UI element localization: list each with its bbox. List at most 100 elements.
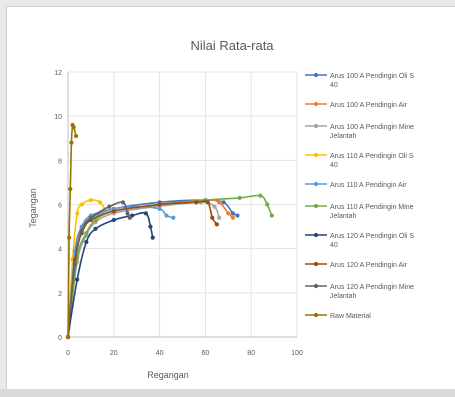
- legend-label: Arus 100 A Pendingin Oli S: [330, 73, 414, 80]
- series-7: [65, 211, 155, 340]
- data-point: [127, 215, 132, 220]
- y-tick-label: 6: [58, 203, 62, 210]
- data-point: [150, 235, 155, 240]
- data-point: [71, 125, 76, 130]
- data-point: [148, 224, 153, 229]
- y-tick-label: 4: [58, 247, 62, 254]
- data-point: [205, 200, 210, 205]
- data-point: [88, 197, 93, 203]
- y-axis-label: Tegangan: [28, 188, 38, 228]
- data-point: [107, 204, 112, 209]
- legend-swatch-marker: [313, 181, 319, 187]
- data-point: [157, 202, 162, 207]
- y-tick-label: 8: [58, 158, 62, 165]
- series-line: [67, 199, 238, 338]
- data-point: [67, 235, 72, 240]
- series-group: [65, 122, 274, 340]
- data-point: [235, 213, 240, 218]
- legend-label: Arus 120 A Pendingin Oli S: [330, 233, 414, 240]
- legend-swatch-marker: [313, 312, 319, 318]
- data-point: [143, 211, 148, 216]
- series-6: [65, 193, 274, 340]
- legend-item-4: Arus 110 A Pendingin Oli S 40: [305, 152, 414, 169]
- data-point: [226, 211, 231, 216]
- data-point: [120, 200, 126, 205]
- data-point: [97, 200, 103, 205]
- data-point: [73, 133, 79, 139]
- legend-item-2: Arus 100 A Pendingin Air: [305, 101, 408, 109]
- data-point: [157, 206, 162, 212]
- axes: 0 2 4 6 8 10 12 0 20 40 60 80 100: [54, 70, 303, 357]
- legend-label: 40: [330, 82, 338, 89]
- data-point: [230, 211, 235, 216]
- x-tick-label: 60: [202, 350, 210, 357]
- y-tick-label: 10: [54, 114, 62, 121]
- legend-swatch-marker: [313, 101, 319, 107]
- data-point: [194, 200, 199, 205]
- data-point: [75, 277, 80, 282]
- series-8: [65, 200, 219, 340]
- data-point: [269, 213, 274, 218]
- y-tick-label: 0: [58, 335, 62, 342]
- data-point: [171, 215, 176, 220]
- data-point: [217, 215, 222, 220]
- x-tick-label: 20: [110, 350, 118, 357]
- x-tick-label: 0: [66, 350, 70, 357]
- data-point: [221, 200, 226, 205]
- legend-item-8: Arus 120 A Pendingin Air: [305, 261, 408, 269]
- data-point: [111, 209, 116, 214]
- data-point: [164, 213, 169, 218]
- data-point: [84, 239, 89, 245]
- data-point: [69, 140, 74, 145]
- legend-label: Jelantah: [330, 133, 357, 140]
- data-point: [65, 334, 71, 340]
- data-point: [125, 211, 130, 216]
- legend-label: Arus 120 A Pendingin Mine: [330, 284, 414, 291]
- legend-label: Arus 110 A Pendingin Oli S: [330, 153, 414, 160]
- data-point: [265, 202, 270, 207]
- legend-item-3: Arus 100 A Pendingin Mine Jelantah: [305, 123, 414, 140]
- legend-label: Raw Material: [330, 313, 371, 320]
- data-point: [217, 200, 222, 205]
- legend-item-10: Raw Material: [305, 312, 371, 320]
- legend-label: Jelantah: [330, 213, 357, 220]
- legend-swatch-marker: [313, 72, 319, 78]
- legend-swatch-marker: [313, 152, 319, 158]
- data-point: [88, 215, 93, 220]
- legend-label: Arus 110 A Pendingin Mine: [330, 204, 414, 211]
- series-5: [65, 204, 176, 340]
- series-10: [65, 122, 79, 340]
- data-point: [111, 217, 116, 223]
- series-9: [65, 200, 132, 340]
- series-line: [67, 201, 131, 338]
- legend-item-5: Arus 110 A Pendingin Air: [305, 181, 407, 189]
- legend-label: 40: [330, 162, 338, 169]
- data-point: [75, 211, 80, 216]
- legend-item-9: Arus 120 A Pendingin Mine Jelantah: [305, 283, 414, 300]
- x-tick-label: 80: [247, 350, 255, 357]
- chart-title: Nilai Rata-rata: [190, 38, 274, 53]
- legend-label: 40: [330, 242, 338, 249]
- x-axis-label: Regangan: [147, 370, 189, 380]
- data-point: [214, 222, 219, 227]
- series-line: [67, 201, 220, 338]
- data-point: [210, 215, 215, 220]
- legend-item-1: Arus 100 A Pendingin Oli S 40: [305, 72, 414, 89]
- data-point: [258, 193, 263, 198]
- legend-swatch-marker: [313, 261, 319, 267]
- chart-area: [6, 6, 455, 395]
- x-tick-label: 40: [156, 350, 164, 357]
- data-point: [68, 186, 73, 192]
- data-point: [230, 215, 235, 220]
- data-point: [212, 204, 217, 209]
- legend-label: Jelantah: [330, 293, 357, 300]
- legend-item-6: Arus 110 A Pendingin Mine Jelantah: [305, 203, 414, 220]
- data-point: [237, 195, 242, 200]
- data-point: [84, 231, 89, 236]
- x-tick-label: 100: [291, 350, 303, 357]
- data-point: [79, 228, 84, 234]
- data-point: [72, 262, 77, 267]
